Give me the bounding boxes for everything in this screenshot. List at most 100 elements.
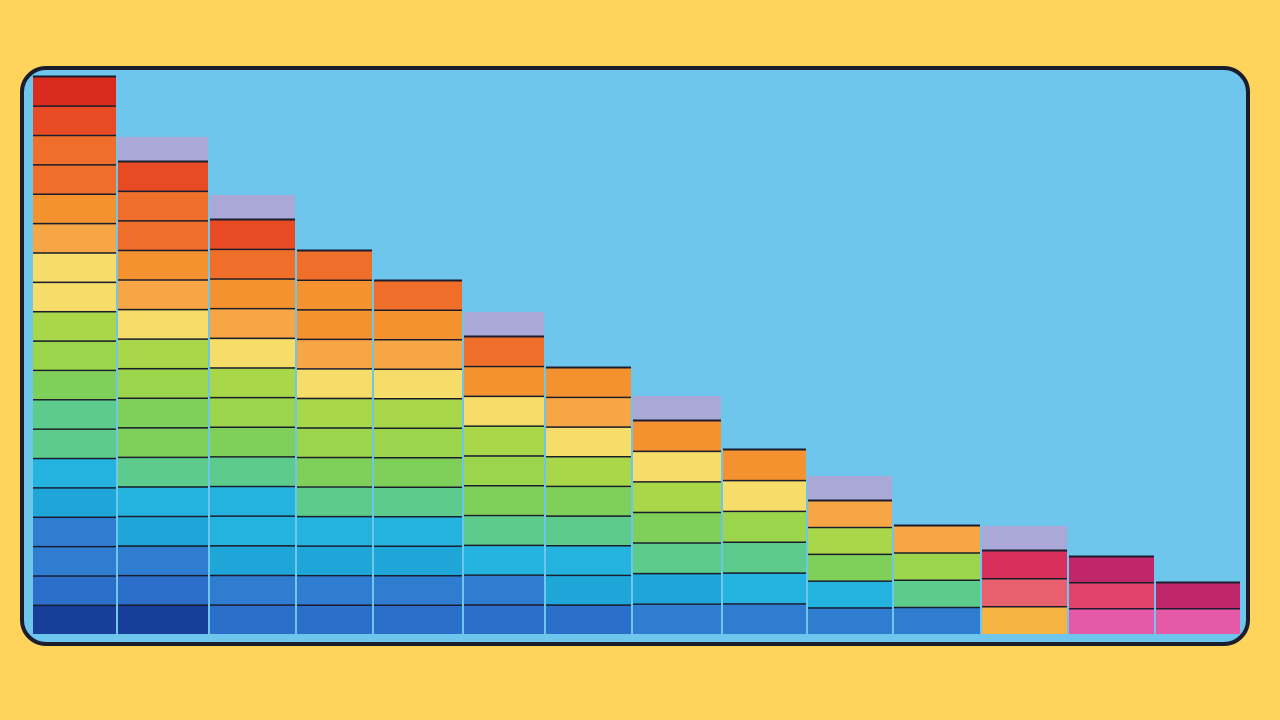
column-segment bbox=[33, 193, 116, 223]
column-segment bbox=[210, 219, 295, 249]
column-cap bbox=[982, 526, 1067, 550]
column-segment bbox=[118, 279, 208, 309]
column-segment bbox=[210, 396, 295, 427]
column-segment bbox=[464, 574, 544, 605]
column-segment bbox=[118, 515, 208, 546]
column-segment bbox=[118, 190, 208, 221]
column-segment bbox=[374, 486, 462, 516]
column-segment bbox=[374, 575, 462, 605]
column-segment bbox=[374, 604, 462, 634]
column-segment bbox=[118, 161, 208, 191]
column-segment bbox=[723, 510, 806, 542]
column-segment bbox=[808, 553, 892, 581]
column-segment bbox=[118, 308, 208, 339]
column-segment bbox=[33, 281, 116, 311]
column-segment bbox=[33, 487, 116, 517]
column-segment bbox=[374, 398, 462, 428]
column-segment bbox=[464, 336, 544, 366]
column-segment bbox=[210, 337, 295, 368]
column-segment bbox=[464, 514, 544, 545]
column-segment bbox=[210, 574, 295, 605]
column-segment bbox=[374, 309, 462, 339]
column-segment bbox=[210, 278, 295, 308]
column-segment bbox=[210, 604, 295, 634]
column-segment bbox=[982, 578, 1067, 606]
column-segment bbox=[118, 338, 208, 368]
column-segment bbox=[210, 485, 295, 516]
column-segment bbox=[297, 515, 372, 546]
column-segment bbox=[33, 369, 116, 400]
column-segment bbox=[297, 486, 372, 516]
column-segment bbox=[982, 606, 1067, 634]
column-segment bbox=[297, 397, 372, 428]
column-segment bbox=[464, 425, 544, 456]
column-segment bbox=[297, 427, 372, 457]
column-segment bbox=[118, 456, 208, 487]
column-segment bbox=[33, 516, 116, 546]
column-segment bbox=[1156, 582, 1240, 608]
column-stack bbox=[33, 75, 1240, 634]
column-segment bbox=[118, 367, 208, 398]
column-segment bbox=[210, 307, 295, 338]
column-segment bbox=[464, 455, 544, 485]
column-segment bbox=[723, 479, 806, 511]
column-segment bbox=[297, 338, 372, 369]
column-segment bbox=[464, 395, 544, 426]
column-cap bbox=[808, 476, 892, 500]
column-segment bbox=[33, 252, 116, 282]
column-segment bbox=[118, 397, 208, 428]
column-segment bbox=[118, 220, 208, 250]
column-segment bbox=[1156, 608, 1240, 634]
column-segment bbox=[633, 542, 721, 573]
column-segment bbox=[33, 428, 116, 458]
column-segment bbox=[808, 607, 892, 634]
column-segment bbox=[297, 368, 372, 398]
column-segment bbox=[546, 367, 631, 397]
column-segment bbox=[210, 515, 295, 546]
column-segment bbox=[118, 486, 208, 516]
column-segment bbox=[546, 456, 631, 486]
column-segment bbox=[633, 420, 721, 451]
column-segment bbox=[210, 545, 295, 575]
column-segment bbox=[1069, 608, 1154, 634]
column-segment bbox=[210, 367, 295, 397]
column-segment bbox=[210, 248, 295, 279]
column-cap bbox=[464, 312, 544, 336]
column-segment bbox=[546, 515, 631, 545]
column-segment bbox=[297, 604, 372, 634]
column-segment bbox=[210, 456, 295, 486]
column-segment bbox=[33, 575, 116, 605]
column-segment bbox=[808, 500, 892, 527]
column-segment bbox=[118, 249, 208, 280]
column-segment bbox=[374, 516, 462, 546]
column-cap bbox=[118, 137, 208, 161]
column-segment bbox=[464, 604, 544, 634]
column-segment bbox=[894, 606, 980, 634]
column-segment bbox=[723, 541, 806, 573]
column-segment bbox=[546, 604, 631, 634]
column-segment bbox=[464, 485, 544, 515]
column-segment bbox=[33, 545, 116, 576]
column-segment bbox=[982, 550, 1067, 578]
column-segment bbox=[118, 545, 208, 575]
column-segment bbox=[723, 449, 806, 480]
column-segment bbox=[33, 310, 116, 341]
column-segment bbox=[33, 105, 116, 135]
column-segment bbox=[894, 552, 980, 580]
column-segment bbox=[808, 526, 892, 554]
column-segment bbox=[633, 511, 721, 543]
column-segment bbox=[118, 604, 208, 634]
column-segment bbox=[546, 574, 631, 605]
column-cap bbox=[633, 396, 721, 420]
column-segment bbox=[808, 580, 892, 608]
column-segment bbox=[33, 134, 116, 165]
column-segment bbox=[546, 485, 631, 516]
column-segment bbox=[33, 457, 116, 488]
column-segment bbox=[33, 222, 116, 253]
column-segment bbox=[33, 604, 116, 634]
column-segment bbox=[546, 545, 631, 575]
column-segment bbox=[118, 574, 208, 605]
column-segment bbox=[374, 280, 462, 310]
